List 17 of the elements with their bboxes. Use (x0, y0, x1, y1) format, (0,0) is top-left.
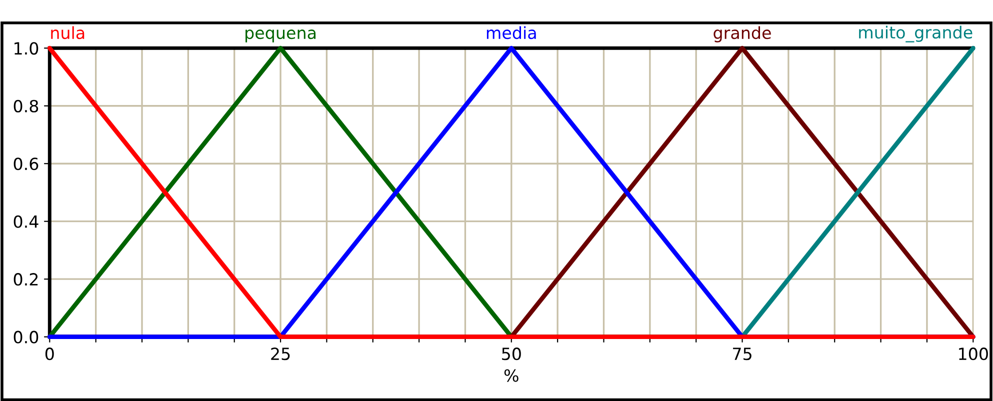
series-label: nula (51, 26, 84, 40)
series-label: grande (714, 26, 771, 42)
x-tick-label: 100 (959, 348, 988, 360)
x-tick-label: 75 (733, 348, 752, 360)
x-tick-label: 25 (271, 348, 290, 360)
x-axis-title: % (504, 369, 518, 382)
y-tick-label: 0.4 (14, 215, 38, 228)
y-tick-label: 0.8 (14, 100, 38, 112)
series-label: muito_grande (859, 26, 972, 42)
x-tick-label: 50 (502, 348, 521, 360)
y-tick-label: 0.6 (14, 158, 38, 170)
x-tick-label: 0 (45, 348, 54, 360)
y-tick-label: 0.0 (14, 330, 38, 344)
y-tick-label: 0.2 (14, 273, 38, 286)
series-label: media (486, 26, 536, 40)
series-label: pequena (246, 30, 316, 42)
y-tick-label: 1.0 (14, 42, 38, 55)
